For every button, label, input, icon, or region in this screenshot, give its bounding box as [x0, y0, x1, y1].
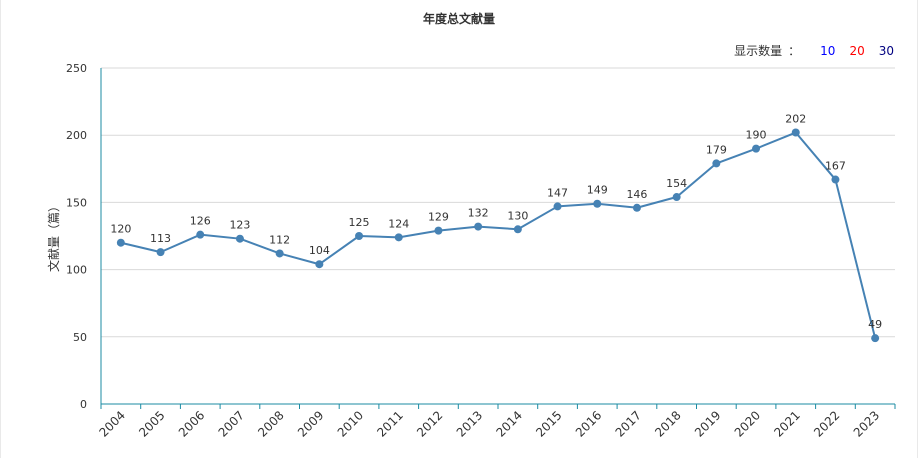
- series-line: [120, 131, 877, 339]
- y-tick-label: 50: [73, 331, 87, 344]
- data-point[interactable]: [553, 202, 562, 211]
- data-point[interactable]: [712, 159, 721, 168]
- data-label: 202: [785, 113, 806, 126]
- display-count-label: 显示数量: [734, 44, 783, 58]
- data-point[interactable]: [831, 175, 840, 184]
- data-point[interactable]: [752, 144, 761, 153]
- x-tick-label: 2016: [573, 408, 604, 439]
- data-label: 49: [868, 318, 882, 331]
- data-point[interactable]: [593, 199, 602, 208]
- data-label: 129: [428, 211, 449, 224]
- display-count-option-30[interactable]: 30: [878, 43, 894, 58]
- data-label: 147: [547, 186, 568, 199]
- y-tick-label: 250: [66, 62, 87, 75]
- data-label: 112: [269, 233, 290, 246]
- x-tick-label: 2004: [96, 408, 127, 439]
- data-label: 179: [706, 143, 727, 156]
- x-tick-label: 2008: [255, 408, 286, 439]
- data-label: 113: [150, 232, 171, 245]
- x-tick-label: 2020: [732, 408, 763, 439]
- y-tick-label: 150: [66, 196, 87, 209]
- x-tick-label: 2006: [176, 408, 207, 439]
- x-tick-label: 2013: [454, 408, 485, 439]
- x-tick-label: 2023: [851, 408, 882, 439]
- display-count-toolbar: 显示数量 ： 10 20 30: [734, 42, 894, 59]
- data-label: 120: [110, 223, 131, 236]
- data-label: 146: [626, 188, 647, 201]
- data-label: 124: [388, 217, 409, 230]
- chart-title: 年度总文献量: [422, 12, 495, 26]
- x-tick-label: 2017: [613, 408, 644, 439]
- x-tick-label: 2021: [771, 408, 802, 439]
- data-label: 132: [468, 207, 489, 220]
- data-point[interactable]: [116, 238, 125, 247]
- x-tick-label: 2012: [414, 408, 445, 439]
- x-tick-label: 2009: [295, 408, 326, 439]
- data-label: 130: [507, 209, 528, 222]
- x-tick-label: 2011: [374, 408, 405, 439]
- x-tick-label: 2018: [652, 408, 683, 439]
- data-point[interactable]: [672, 193, 681, 202]
- grid-lines: [101, 67, 895, 338]
- series-line-group: [116, 128, 880, 343]
- x-tick-label: 2014: [493, 408, 524, 439]
- x-tick-label: 2022: [811, 408, 842, 439]
- data-label: 125: [349, 216, 370, 229]
- x-tick-label: 2005: [136, 408, 167, 439]
- y-tick-label: 200: [66, 129, 87, 142]
- data-point[interactable]: [235, 234, 244, 243]
- data-point[interactable]: [434, 226, 443, 235]
- data-label: 154: [666, 177, 687, 190]
- data-point[interactable]: [196, 230, 205, 239]
- data-point[interactable]: [632, 203, 641, 212]
- data-point[interactable]: [275, 249, 284, 258]
- data-point[interactable]: [513, 225, 522, 234]
- data-point[interactable]: [474, 222, 483, 231]
- x-tick-label: 2010: [335, 408, 366, 439]
- data-label: 149: [587, 184, 608, 197]
- data-label: 126: [190, 215, 211, 228]
- data-label: 190: [746, 129, 767, 142]
- data-point[interactable]: [394, 233, 403, 242]
- x-tick-label: 2007: [216, 408, 247, 439]
- x-tick-label: 2015: [533, 408, 564, 439]
- axes: 0 50 100 150 200 250 2004 2005 2006 2007 2008 2009 2…: [66, 62, 896, 440]
- data-label: 123: [229, 219, 250, 232]
- data-point[interactable]: [791, 128, 800, 137]
- left-border: [0, 0, 1, 458]
- y-axis-label: 文献量（篇）: [46, 200, 61, 272]
- display-count-option-20[interactable]: 20: [849, 43, 865, 58]
- data-label: 104: [309, 244, 330, 257]
- data-point[interactable]: [315, 260, 324, 269]
- data-point[interactable]: [871, 334, 880, 343]
- x-tick-label: 2019: [692, 408, 723, 439]
- y-tick-label: 100: [66, 264, 87, 277]
- data-point[interactable]: [355, 232, 364, 240]
- data-labels: 120 113 126 123 112 104 125 124 129 132 130 147 149 1…: [110, 113, 882, 332]
- data-point[interactable]: [156, 248, 165, 257]
- y-tick-label: 0: [80, 398, 87, 411]
- data-label: 167: [825, 160, 846, 173]
- display-count-option-10[interactable]: 10: [820, 43, 836, 58]
- display-count-separator: ：: [788, 44, 801, 58]
